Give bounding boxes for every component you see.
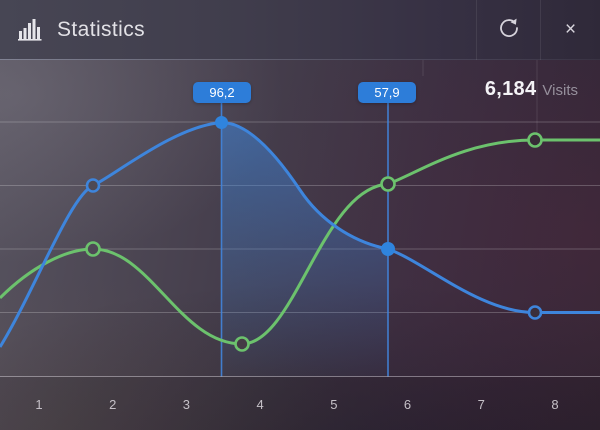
tooltip-value: 96,2 [209, 85, 235, 100]
green-series-line [0, 138, 600, 346]
green-point-open-1[interactable] [85, 241, 101, 257]
value-tooltip-2[interactable]: 57,9 [358, 82, 416, 103]
close-button[interactable]: × [540, 0, 600, 60]
x-axis-label-6: 6 [403, 397, 412, 412]
widget-title: Statistics [57, 18, 146, 41]
blue-point-solid-2[interactable] [381, 242, 395, 256]
x-axis-label-8: 8 [551, 397, 559, 412]
data-point-markers [85, 116, 543, 352]
green-point-open-4[interactable] [527, 132, 543, 148]
green-point-open-3[interactable] [380, 176, 396, 192]
x-axis-label-7: 7 [477, 397, 485, 412]
x-axis-label-3: 3 [182, 397, 191, 412]
x-axis-label-2: 2 [109, 397, 117, 412]
refresh-icon [497, 16, 521, 45]
chart-canvas [0, 60, 600, 377]
visits-counter: 6,184 Visits [485, 78, 578, 101]
blue-series-line [0, 120, 600, 348]
blue-point-open-1[interactable] [85, 178, 101, 193]
x-axis-label-4: 4 [256, 397, 264, 412]
x-axis-labels: 1 2 3 4 5 6 7 8 [0, 377, 600, 430]
visits-label: Visits [542, 82, 578, 99]
visits-value: 6,184 [484, 78, 537, 100]
tooltip-value: 57,9 [374, 85, 400, 100]
close-icon: × [564, 19, 577, 40]
refresh-button[interactable] [476, 0, 540, 60]
bar-chart-icon [18, 18, 44, 42]
blue-point-solid-peak[interactable] [215, 116, 228, 129]
value-tooltip-1[interactable]: 96,2 [193, 82, 251, 103]
blue-point-open-2[interactable] [527, 305, 543, 320]
x-axis-label-1: 1 [35, 397, 43, 412]
green-point-open-2[interactable] [234, 336, 250, 352]
blue-area-fill [221, 122, 388, 377]
x-axis-label-5: 5 [330, 397, 338, 412]
header-bar: Statistics × [0, 0, 600, 60]
